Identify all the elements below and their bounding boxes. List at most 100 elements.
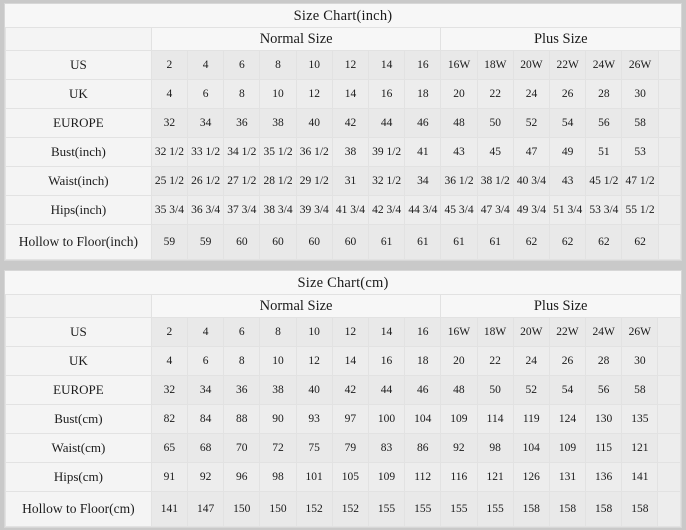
cell: 38 bbox=[259, 108, 297, 138]
cell-blank bbox=[657, 79, 682, 109]
cell: 86 bbox=[404, 433, 442, 463]
cell: 12 bbox=[295, 79, 333, 109]
cell: 41 bbox=[404, 137, 442, 167]
chart-title: Size Chart(cm) bbox=[5, 271, 681, 295]
cell: 12 bbox=[331, 317, 369, 347]
cm-size-table: Size Chart(cm) Normal Size Plus Size US … bbox=[5, 271, 681, 527]
cell: 35 1/2 bbox=[259, 137, 297, 167]
cell: 61 bbox=[404, 224, 442, 260]
inch-size-chart: Size Chart(inch) Normal Size Plus Size U… bbox=[4, 3, 682, 261]
cell: 60 bbox=[223, 224, 261, 260]
group-header-row: Normal Size Plus Size bbox=[5, 27, 681, 51]
cell: 31 bbox=[331, 166, 370, 196]
cell: 12 bbox=[331, 50, 370, 80]
cell: 41 3/4 bbox=[331, 195, 370, 225]
cell: 26 1/2 bbox=[187, 166, 225, 196]
cell: 52 bbox=[512, 375, 550, 405]
cell: 14 bbox=[331, 79, 370, 109]
cell: 61 bbox=[476, 224, 514, 260]
cell: 79 bbox=[331, 433, 369, 463]
table-row: UK 4 6 8 10 12 14 16 18 20 22 24 26 28 3… bbox=[5, 79, 682, 109]
group-header-blank bbox=[5, 27, 152, 51]
cell: 112 bbox=[404, 462, 442, 492]
cell: 32 bbox=[150, 108, 189, 138]
cell: 20W bbox=[512, 317, 550, 347]
cell: 51 bbox=[585, 137, 623, 167]
cell: 32 1/2 bbox=[150, 137, 189, 167]
cell: 109 bbox=[440, 404, 478, 434]
cell: 60 bbox=[259, 224, 297, 260]
cell: 10 bbox=[295, 50, 333, 80]
row-label-us: US bbox=[5, 50, 152, 80]
cell: 36 bbox=[223, 375, 261, 405]
group-header-normal-size: Normal Size bbox=[150, 294, 442, 318]
cell: 135 bbox=[621, 404, 659, 434]
cell: 130 bbox=[585, 404, 623, 434]
cell: 47 bbox=[512, 137, 551, 167]
inch-size-table: Size Chart(inch) Normal Size Plus Size U… bbox=[5, 4, 682, 260]
row-label-waist: Waist(cm) bbox=[5, 433, 152, 463]
cell: 58 bbox=[621, 375, 659, 405]
cell: 56 bbox=[585, 375, 623, 405]
cell-blank bbox=[657, 491, 681, 527]
cell: 43 bbox=[440, 137, 478, 167]
cell: 28 bbox=[585, 79, 623, 109]
cell: 46 bbox=[404, 375, 442, 405]
row-label-hollow-to-floor: Hollow to Floor(inch) bbox=[5, 224, 152, 260]
cell: 72 bbox=[259, 433, 297, 463]
cell: 8 bbox=[223, 79, 261, 109]
row-label-bust: Bust(inch) bbox=[5, 137, 152, 167]
cell: 61 bbox=[368, 224, 406, 260]
cell: 152 bbox=[295, 491, 333, 527]
cell: 40 bbox=[295, 375, 333, 405]
cell: 105 bbox=[331, 462, 369, 492]
cell: 30 bbox=[621, 346, 659, 376]
cell-blank bbox=[657, 462, 681, 492]
cell: 158 bbox=[585, 491, 623, 527]
row-label-uk: UK bbox=[5, 346, 152, 376]
cell: 150 bbox=[223, 491, 261, 527]
cell: 104 bbox=[512, 433, 550, 463]
cell: 68 bbox=[186, 433, 225, 463]
cell-blank bbox=[657, 404, 681, 434]
cell: 155 bbox=[404, 491, 442, 527]
cell: 22W bbox=[548, 317, 587, 347]
cell: 50 bbox=[476, 108, 514, 138]
cell: 30 bbox=[621, 79, 659, 109]
cell: 70 bbox=[223, 433, 261, 463]
cell: 24 bbox=[512, 79, 551, 109]
cell: 90 bbox=[259, 404, 297, 434]
cell: 136 bbox=[585, 462, 623, 492]
cell: 4 bbox=[150, 79, 189, 109]
cell: 38 bbox=[259, 375, 297, 405]
cell: 34 1/2 bbox=[223, 137, 261, 167]
cell: 96 bbox=[223, 462, 261, 492]
row-label-europe: EUROPE bbox=[5, 375, 152, 405]
cell: 14 bbox=[368, 50, 406, 80]
cell: 44 bbox=[368, 108, 406, 138]
cell: 62 bbox=[549, 224, 587, 260]
cell: 6 bbox=[223, 317, 261, 347]
cell: 104 bbox=[404, 404, 442, 434]
cell: 34 bbox=[187, 108, 225, 138]
cell: 65 bbox=[150, 433, 189, 463]
cell: 8 bbox=[259, 317, 297, 347]
cell: 152 bbox=[331, 491, 369, 527]
cell: 39 1/2 bbox=[368, 137, 406, 167]
cell: 60 bbox=[295, 224, 333, 260]
cell-blank bbox=[657, 317, 681, 347]
cell: 10 bbox=[295, 317, 333, 347]
row-label-us: US bbox=[5, 317, 152, 347]
cell: 4 bbox=[186, 317, 225, 347]
cell: 100 bbox=[367, 404, 406, 434]
cell: 16W bbox=[440, 317, 478, 347]
cell: 26W bbox=[621, 50, 659, 80]
cell: 29 1/2 bbox=[295, 166, 333, 196]
cell: 62 bbox=[621, 224, 659, 260]
cell: 6 bbox=[186, 346, 225, 376]
cell: 84 bbox=[186, 404, 225, 434]
cell: 141 bbox=[621, 462, 659, 492]
cell: 98 bbox=[476, 433, 514, 463]
cell: 126 bbox=[512, 462, 550, 492]
cell: 38 1/2 bbox=[476, 166, 514, 196]
